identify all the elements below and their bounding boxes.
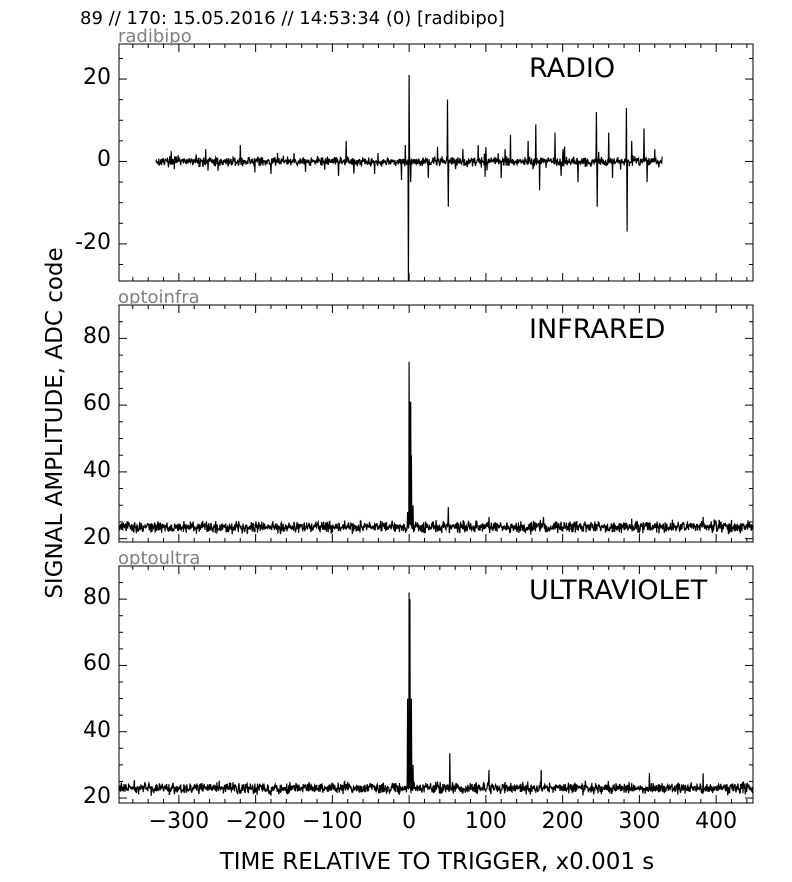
panel-radio-title: RADIO: [529, 53, 616, 84]
panel-ultraviolet-ytick-label: 80: [83, 585, 111, 611]
panel-ultraviolet-xtick-label: 200: [541, 809, 584, 834]
panel-ultraviolet-ytick-label: 60: [83, 651, 111, 677]
panel-ultraviolet-xtick-label: 400: [695, 809, 738, 834]
panel-ultraviolet-xtick-label: −300: [148, 809, 210, 834]
panel-ultraviolet-xtick-label: −200: [225, 809, 286, 834]
panel-radio-source-label: radibipo: [118, 26, 192, 47]
panel-infrared-signal-line: [119, 361, 753, 535]
panel-infrared-ytick-label: 40: [83, 457, 111, 483]
x-axis-label: TIME RELATIVE TO TRIGGER, x0.001 s: [219, 849, 655, 875]
panel-ultraviolet-frame: [118, 565, 754, 804]
panel-ultraviolet-ytick-label: 20: [83, 784, 111, 810]
panel-ultraviolet-title: ULTRAVIOLET: [529, 575, 708, 606]
panel-ultraviolet-xtick-label: 300: [618, 809, 661, 834]
panel-infrared-frame: [118, 304, 754, 543]
panel-infrared-source-label: optoinfra: [118, 287, 200, 308]
header-title: 89 // 170: 15.05.2016 // 14:53:34 (0) [r…: [80, 8, 505, 29]
panel-radio-frame: [118, 43, 754, 282]
panel-radio-ytick-label: 20: [83, 65, 111, 91]
panel-ultraviolet-xtick-label: 100: [464, 809, 507, 834]
panel-infrared-ytick-label: 80: [83, 324, 111, 350]
panel-ultraviolet-ytick-label: 40: [83, 717, 111, 743]
panel-ultraviolet-xtick-label: 0: [402, 809, 417, 834]
panel-radio-signal-line: [155, 74, 663, 281]
panel-ultraviolet-xtick-label: −100: [302, 809, 363, 834]
panel-ultraviolet-signal-line: [119, 592, 753, 796]
panel-ultraviolet-source-label: optoultra: [118, 548, 201, 569]
panel-radio-ytick-label: -20: [75, 229, 111, 255]
panel-infrared-title: INFRARED: [529, 314, 666, 345]
panel-radio-ytick-label: 0: [97, 147, 111, 173]
panel-infrared-ytick-label: 60: [83, 391, 111, 417]
panel-infrared-ytick-label: 20: [83, 524, 111, 550]
